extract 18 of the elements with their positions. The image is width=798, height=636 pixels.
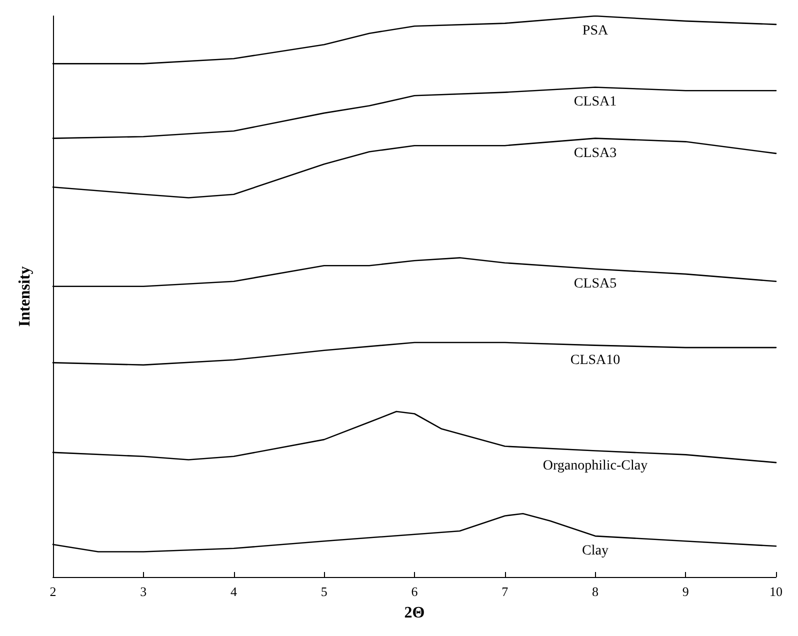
x-tick-label: 8 xyxy=(592,584,598,599)
x-tick-label: 3 xyxy=(140,584,147,599)
x-tick-label: 6 xyxy=(411,584,418,599)
x-tick-label: 4 xyxy=(230,584,238,599)
x-axis-title: 2Θ xyxy=(404,604,425,622)
series-label: CLSA3 xyxy=(574,146,617,161)
series-label: PSA xyxy=(582,24,609,38)
x-tick-label: 5 xyxy=(320,584,328,599)
x-tick-label: 7 xyxy=(502,584,509,599)
x-tick-label: 10 xyxy=(770,584,782,599)
series-label: CLSA10 xyxy=(570,352,620,368)
x-tick-label: 2 xyxy=(50,584,56,599)
series-label: CLSA5 xyxy=(574,276,617,292)
x-tick-label: 9 xyxy=(682,584,689,599)
y-axis-title: Intensity xyxy=(16,266,34,327)
series-label: Clay xyxy=(582,544,608,559)
series-label: CLSA1 xyxy=(574,94,617,110)
series-label: Organophilic-Clay xyxy=(542,458,648,474)
